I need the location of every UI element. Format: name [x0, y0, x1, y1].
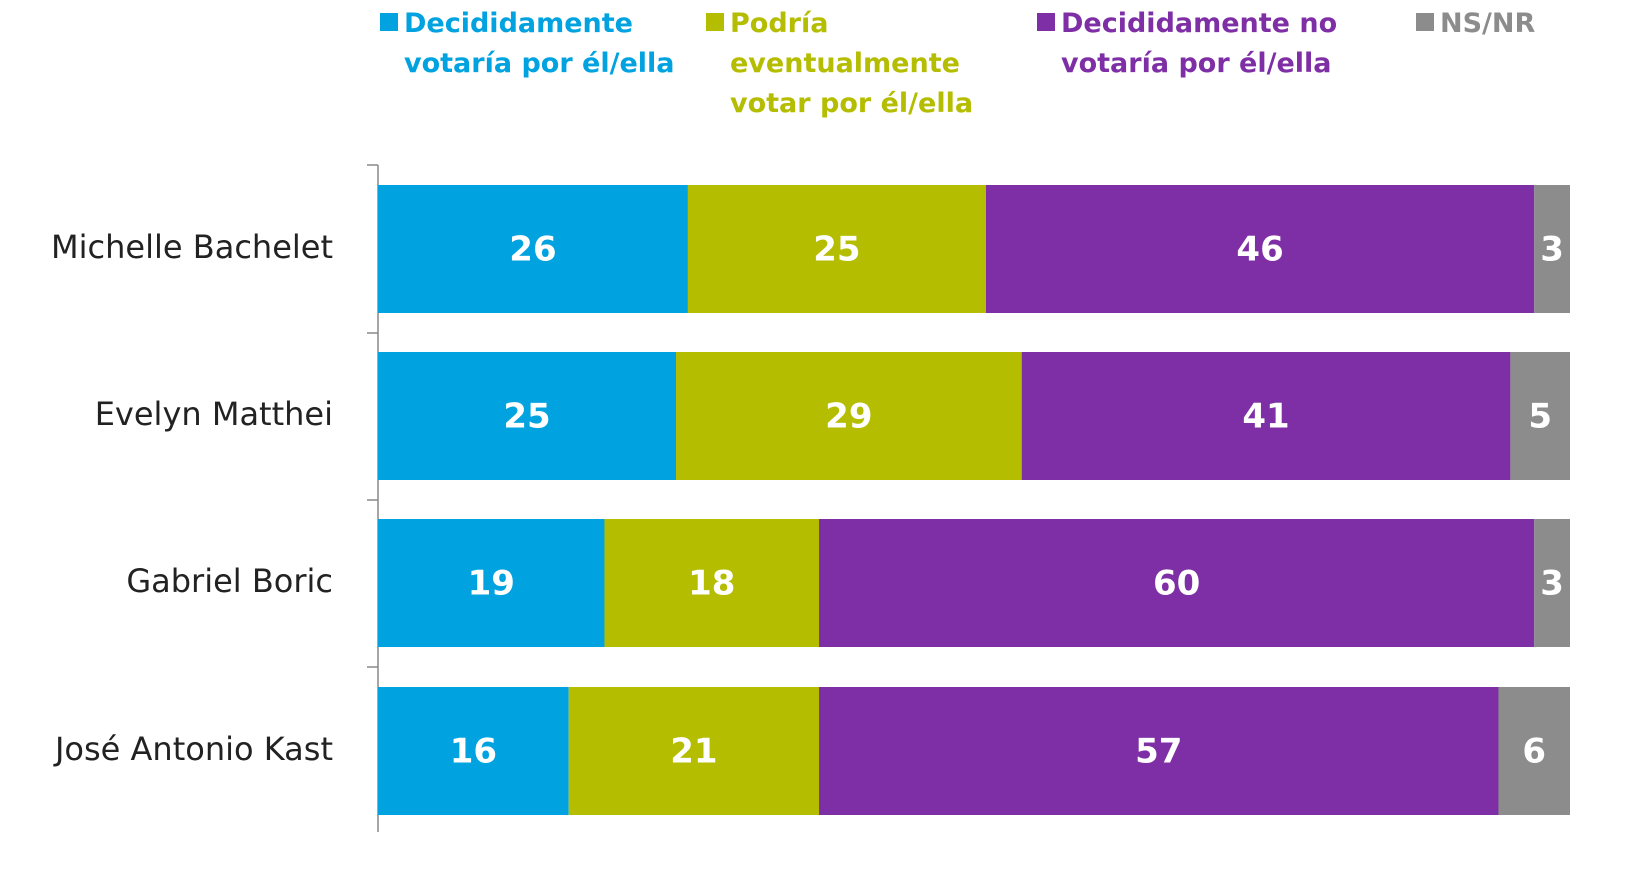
value-label: 25: [813, 230, 860, 270]
value-label: 21: [670, 732, 717, 772]
value-label: 41: [1242, 397, 1289, 437]
bar-segment: [1510, 352, 1570, 480]
value-label: 46: [1236, 230, 1283, 270]
bar-segment: [1021, 352, 1511, 480]
legend-label: Decididamente no votaría por él/ella: [1061, 8, 1338, 79]
bar-segment: [568, 687, 820, 815]
legend-swatch: [706, 13, 724, 31]
value-label: 16: [450, 732, 497, 772]
value-label: 3: [1540, 230, 1564, 270]
value-label: 29: [825, 397, 872, 437]
legend-label: Decididamente votaría por él/ella: [404, 8, 675, 79]
bar-segment: [985, 185, 1535, 313]
value-label: 19: [468, 564, 515, 604]
bar-segment: [378, 352, 676, 480]
value-label: 5: [1528, 397, 1552, 437]
bar-segment: [819, 519, 1535, 647]
category-label: Evelyn Matthei: [95, 395, 333, 433]
value-label: 26: [509, 230, 556, 270]
category-label: Gabriel Boric: [126, 562, 333, 600]
value-label: 18: [688, 564, 735, 604]
bar-segment: [378, 519, 605, 647]
legend-swatch: [1416, 13, 1434, 31]
bar-segment: [676, 352, 1022, 480]
legend-swatch: [380, 13, 398, 31]
legend-swatch: [1037, 13, 1055, 31]
bar-segment: [819, 687, 1499, 815]
bar-segment: [687, 185, 986, 313]
legend-label: Podría eventualmente votar por él/ella: [730, 8, 974, 119]
value-label: 25: [503, 397, 550, 437]
legend-label: NS/NR: [1440, 8, 1536, 39]
value-label: 3: [1540, 564, 1564, 604]
value-label: 57: [1135, 732, 1182, 772]
bar-segment: [1534, 185, 1570, 313]
value-label: 6: [1522, 732, 1546, 772]
bar-segment: [378, 687, 569, 815]
bar-segment: [604, 519, 820, 647]
bar-segment: [1498, 687, 1570, 815]
value-label: 60: [1153, 564, 1200, 604]
category-label: José Antonio Kast: [53, 730, 333, 768]
category-label: Michelle Bachelet: [51, 228, 333, 266]
bar-segment: [378, 185, 688, 313]
bar-segment: [1534, 519, 1570, 647]
